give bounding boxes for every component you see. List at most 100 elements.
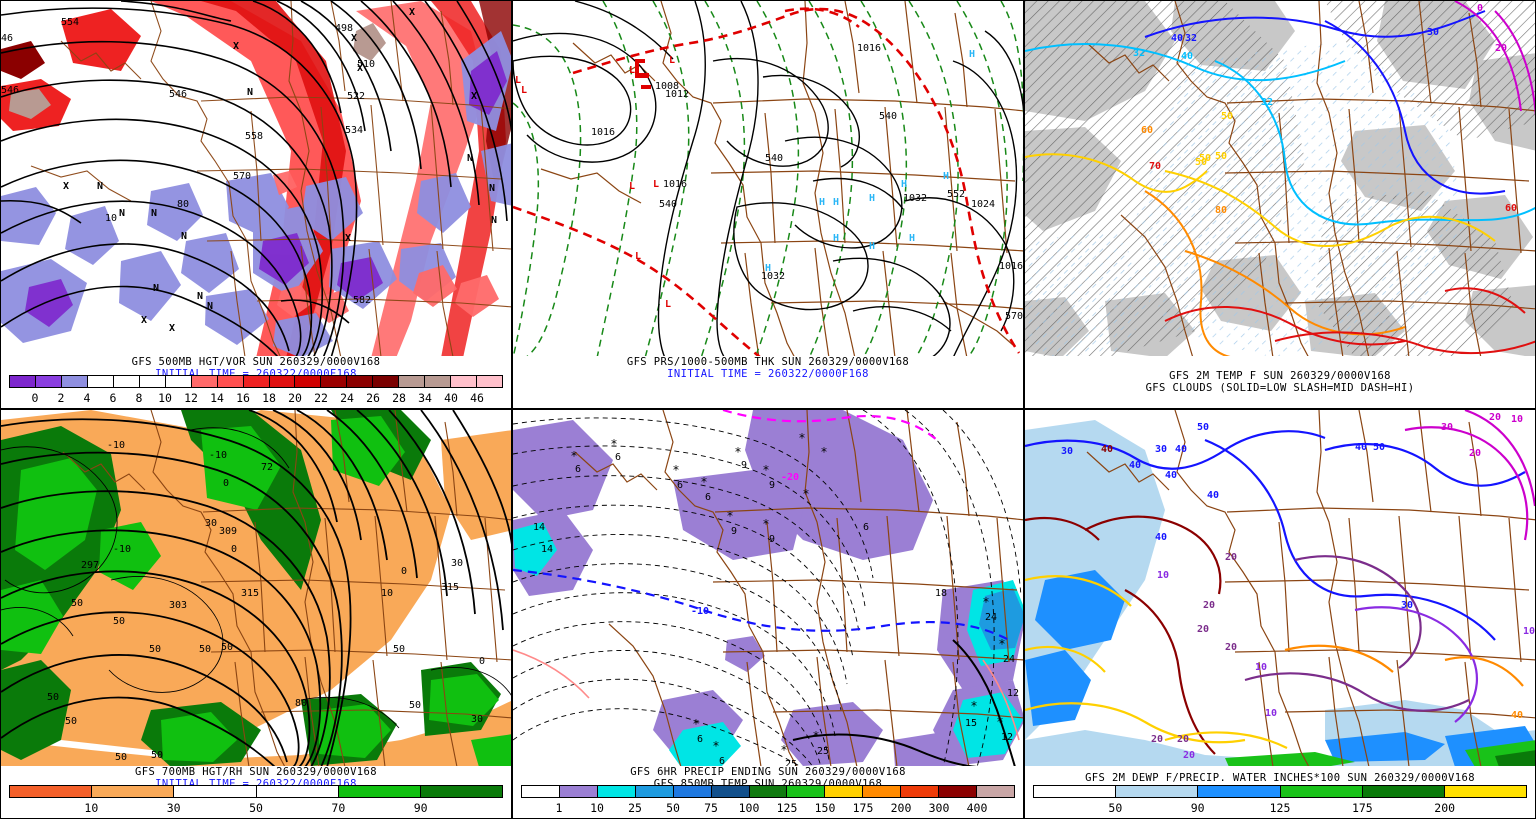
svg-text:L: L bbox=[669, 55, 675, 66]
svg-text:6: 6 bbox=[719, 756, 725, 767]
svg-text:534: 534 bbox=[345, 125, 363, 136]
svg-text:32: 32 bbox=[1185, 33, 1197, 44]
svg-text:10: 10 bbox=[381, 588, 393, 599]
svg-text:80: 80 bbox=[177, 199, 189, 210]
svg-text:40: 40 bbox=[1175, 444, 1187, 455]
colorbar-swatch bbox=[321, 376, 348, 387]
colorbar-tick-label: 200 bbox=[1434, 801, 1456, 815]
colorbar-swatches bbox=[9, 375, 503, 388]
colorbar-swatch bbox=[425, 376, 452, 387]
colorbar-swatch bbox=[347, 376, 374, 387]
svg-text:X: X bbox=[409, 7, 415, 18]
colorbar-swatch bbox=[559, 786, 598, 797]
svg-text:24: 24 bbox=[985, 612, 997, 623]
colorbar-swatch bbox=[420, 786, 503, 797]
colorbar-swatch bbox=[191, 376, 218, 387]
svg-text:L: L bbox=[629, 181, 635, 192]
colorbar-tick-label: 24 bbox=[340, 391, 354, 405]
panel-title: GFS 500MB HGT/VOR SUN 260329/0000V168 bbox=[131, 356, 381, 368]
colorbar-swatches bbox=[1033, 785, 1527, 798]
svg-text:72: 72 bbox=[261, 462, 273, 473]
svg-text:10: 10 bbox=[1523, 626, 1535, 637]
svg-text:554: 554 bbox=[61, 17, 79, 28]
svg-text:498: 498 bbox=[335, 23, 353, 34]
svg-text:*: * bbox=[727, 509, 733, 523]
svg-text:-10: -10 bbox=[209, 450, 227, 461]
svg-text:-20: -20 bbox=[781, 472, 799, 483]
colorbar-swatch bbox=[939, 786, 978, 797]
svg-text:60: 60 bbox=[1505, 203, 1517, 214]
panel-precip-850mb-temp[interactable]: * * * * * * * * * * * * * * * * * * * 6 6 6 6 9 9 9 9… bbox=[512, 409, 1024, 819]
colorbar-swatch bbox=[1444, 786, 1527, 797]
svg-text:12: 12 bbox=[1001, 732, 1013, 743]
colorbar-tick-label: 125 bbox=[1269, 801, 1291, 815]
svg-text:N: N bbox=[181, 231, 187, 242]
footer-2mtemp: GFS 2M TEMP F SUN 260329/0000V168 GFS CL… bbox=[1025, 356, 1535, 408]
map-mslp-thickness[interactable]: LL LL LL LL HH HH HH HH HH H 1008 10 bbox=[513, 1, 1023, 358]
svg-text:30: 30 bbox=[205, 518, 217, 529]
map-dewpoint-pwat[interactable]: 30 40 50 30 40 40 40 40 40 10 20 20 20 2… bbox=[1025, 410, 1535, 767]
colorbar-tick-label: 25 bbox=[628, 801, 642, 815]
svg-text:46: 46 bbox=[1, 33, 13, 44]
svg-text:10: 10 bbox=[1265, 708, 1277, 719]
colorbar-tick-label: 150 bbox=[814, 801, 836, 815]
map-700mb-hgt-rh[interactable]: -10 -10 -10 50 50 50 50 50 50 50 50 0 30… bbox=[1, 410, 511, 767]
svg-text:*: * bbox=[673, 463, 679, 477]
svg-text:10: 10 bbox=[1157, 570, 1169, 581]
svg-text:N: N bbox=[207, 301, 213, 312]
svg-text:70: 70 bbox=[1149, 161, 1161, 172]
svg-text:12: 12 bbox=[1007, 688, 1019, 699]
svg-text:X: X bbox=[471, 91, 477, 102]
svg-text:N: N bbox=[97, 181, 103, 192]
panel-700mb-hgt-rh[interactable]: -10 -10 -10 50 50 50 50 50 50 50 50 0 30… bbox=[0, 409, 512, 819]
svg-text:H: H bbox=[869, 241, 875, 252]
svg-text:315: 315 bbox=[241, 588, 259, 599]
svg-text:X: X bbox=[233, 41, 239, 52]
map-precip-850mb[interactable]: * * * * * * * * * * * * * * * * * * * 6 6 6 6 9 9 9 9… bbox=[513, 410, 1023, 767]
svg-text:1012: 1012 bbox=[665, 89, 689, 100]
svg-text:1016: 1016 bbox=[591, 127, 615, 138]
svg-text:20: 20 bbox=[1177, 734, 1189, 745]
svg-text:X: X bbox=[351, 33, 357, 44]
svg-text:6: 6 bbox=[697, 734, 703, 745]
svg-text:50: 50 bbox=[151, 750, 163, 761]
svg-text:297: 297 bbox=[81, 560, 99, 571]
colorbar-swatch bbox=[139, 376, 166, 387]
svg-text:24: 24 bbox=[1003, 654, 1015, 665]
svg-text:H: H bbox=[819, 197, 825, 208]
panel-subtitle: GFS CLOUDS (SOLID=LOW SLASH=MID DASH=HI) bbox=[1145, 382, 1415, 394]
colorbar-tick-label: 50 bbox=[1108, 801, 1123, 815]
panel-mslp-thickness[interactable]: LL LL LL LL HH HH HH HH HH H 1008 10 bbox=[512, 0, 1024, 409]
svg-text:N: N bbox=[491, 215, 497, 226]
colorbar-swatch bbox=[399, 376, 426, 387]
svg-text:40: 40 bbox=[1165, 470, 1177, 481]
colorbar-tick-label: 34 bbox=[418, 391, 432, 405]
svg-text:30: 30 bbox=[1155, 444, 1167, 455]
svg-text:0: 0 bbox=[223, 478, 229, 489]
panel-init-time: INITIAL TIME = 260322/0000F168 bbox=[667, 368, 869, 380]
map-500mb-hgt-vor[interactable]: 46 554 546 546 498 510 522 534 558 570 5… bbox=[1, 1, 511, 358]
svg-text:50: 50 bbox=[409, 700, 421, 711]
svg-text:1024: 1024 bbox=[971, 199, 995, 210]
colorbar-tick-label: 200 bbox=[890, 801, 912, 815]
map-canvas-mslp: LL LL LL LL HH HH HH HH HH H 1008 10 bbox=[513, 1, 1023, 358]
svg-text:40: 40 bbox=[1171, 33, 1183, 44]
svg-text:*: * bbox=[999, 637, 1005, 651]
colorbar-pwat bbox=[1033, 785, 1527, 798]
map-2m-temp-clouds[interactable]: 40 32 32 40 32 50 50 50 60 50 70 80 30 2… bbox=[1025, 1, 1535, 358]
svg-text:H: H bbox=[943, 171, 949, 182]
svg-text:50: 50 bbox=[71, 598, 83, 609]
svg-text:20: 20 bbox=[1151, 734, 1163, 745]
panel-500mb-hgt-vor[interactable]: 46 554 546 546 498 510 522 534 558 570 5… bbox=[0, 0, 512, 409]
colorbar-tick-label: 14 bbox=[210, 391, 224, 405]
svg-text:30: 30 bbox=[471, 714, 483, 725]
colorbar-tick-label: 70 bbox=[331, 801, 346, 815]
panel-2m-dewpoint-pwat[interactable]: 30 40 50 30 40 40 40 40 40 10 20 20 20 2… bbox=[1024, 409, 1536, 819]
map-canvas-precip: * * * * * * * * * * * * * * * * * * * 6 6 6 6 9 9 9 9… bbox=[513, 410, 1023, 767]
colorbar-ticks: 1 10 25 50 75 100 125 150 175 200 300 400 bbox=[521, 801, 1015, 816]
svg-text:9: 9 bbox=[769, 480, 775, 491]
colorbar-swatch bbox=[165, 376, 192, 387]
panel-2m-temp-clouds[interactable]: 40 32 32 40 32 50 50 50 60 50 70 80 30 2… bbox=[1024, 0, 1536, 409]
colorbar-swatch bbox=[749, 786, 788, 797]
